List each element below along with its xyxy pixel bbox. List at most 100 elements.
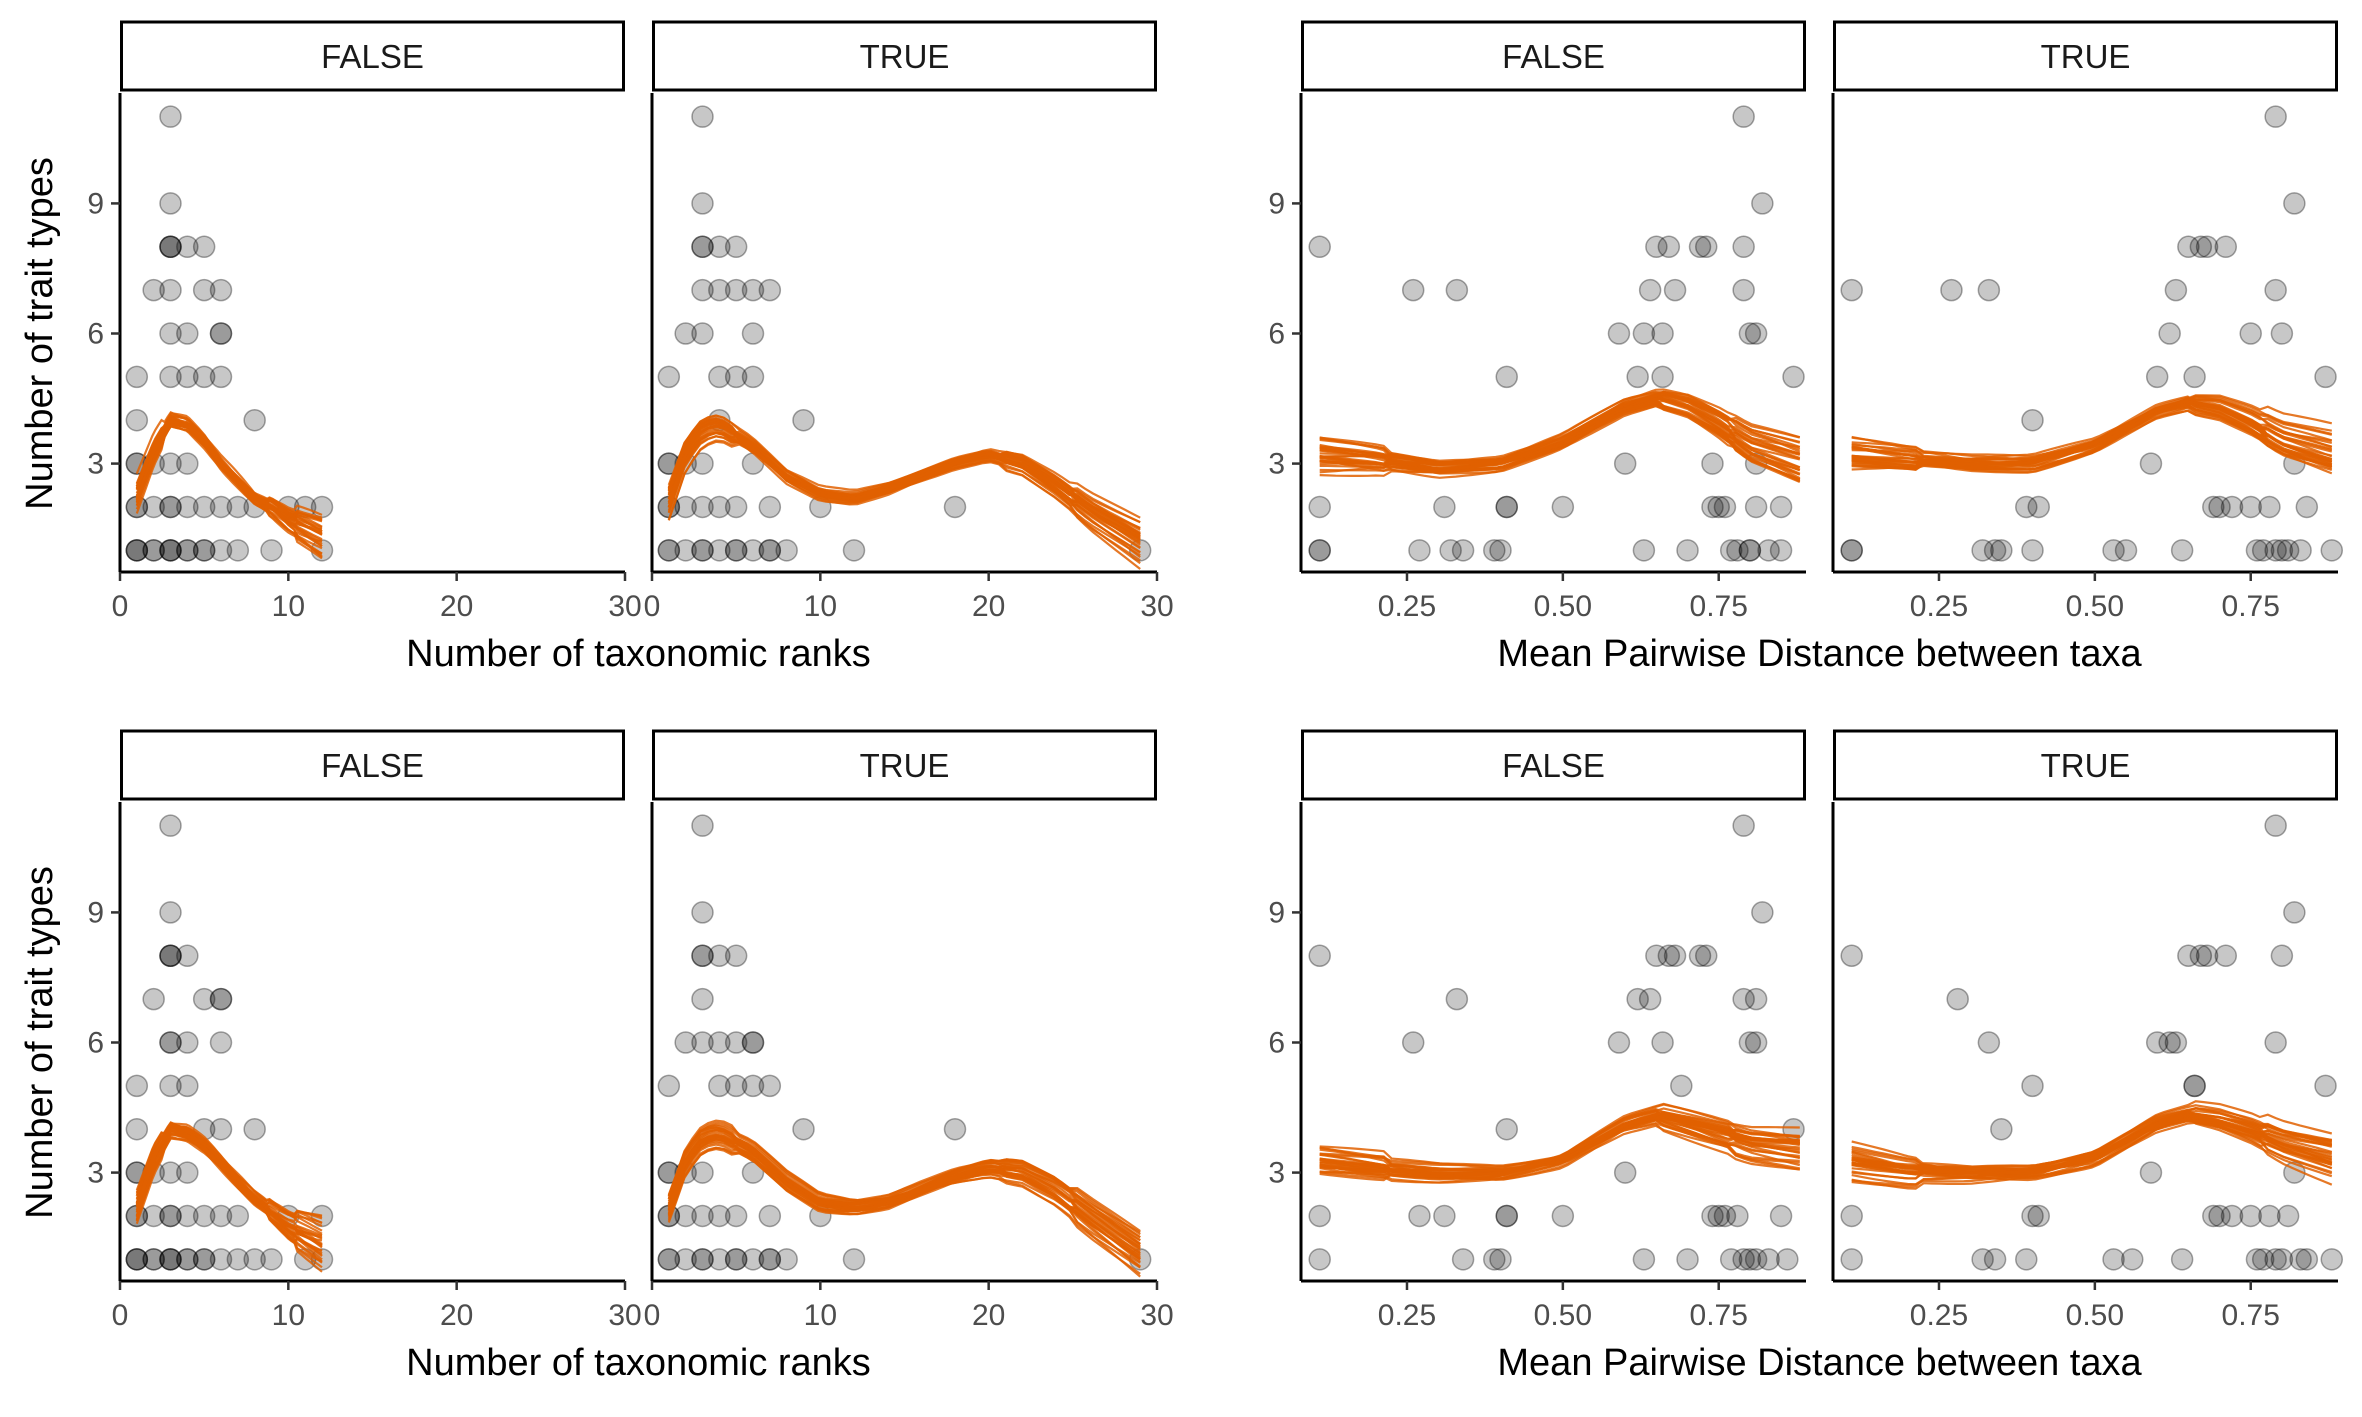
data-point — [2270, 944, 2294, 968]
data-point — [1977, 1031, 2001, 1054]
data-point — [1651, 322, 1674, 345]
data-point — [243, 1248, 266, 1271]
data-point — [2289, 539, 2312, 562]
data-point — [159, 278, 182, 302]
data-point — [1971, 1248, 1994, 1271]
data-point — [159, 539, 182, 562]
data-point — [708, 539, 731, 562]
data-point — [1782, 365, 1805, 389]
panel-bottom-left: FALSE 0 10 20 30 3 6 9 TRUE 0 10 20 30 Number of taxo… — [19, 729, 1174, 1384]
data-point — [758, 539, 782, 562]
data-point — [192, 365, 216, 389]
smooth-curve — [1319, 401, 1801, 481]
data-point — [226, 539, 250, 562]
data-point — [1645, 944, 1668, 968]
y-axis-title: Number of trait types — [19, 866, 61, 1219]
data-point — [758, 495, 782, 519]
data-point — [142, 987, 165, 1011]
data-point — [691, 1248, 714, 1271]
x-tick-label: 30 — [608, 1299, 641, 1332]
data-point — [708, 944, 731, 968]
data-point — [125, 1248, 149, 1271]
data-point — [2177, 235, 2200, 259]
data-point — [2264, 278, 2287, 302]
data-point — [1632, 322, 1656, 345]
data-point — [176, 235, 199, 259]
data-point — [1613, 1161, 1637, 1184]
data-point — [1776, 1248, 1799, 1271]
data-point — [724, 1248, 748, 1271]
data-point — [724, 1074, 748, 1098]
data-point — [2220, 1204, 2244, 1228]
data-point — [1401, 278, 1425, 302]
data-point — [2145, 365, 2169, 389]
data-point — [657, 1248, 681, 1271]
data-point — [1840, 944, 1863, 968]
data-point — [2021, 539, 2044, 562]
data-point — [1840, 539, 1863, 562]
data-point — [159, 1204, 182, 1228]
data-point — [1657, 944, 1681, 968]
data-point — [209, 1248, 233, 1271]
data-point — [2189, 235, 2213, 259]
data-point — [691, 1031, 714, 1054]
x-tick-label: 0 — [112, 1299, 129, 1332]
data-point — [674, 539, 697, 562]
data-point — [1732, 1248, 1755, 1271]
data-point — [1732, 278, 1755, 302]
data-point — [1946, 987, 1969, 1011]
data-point — [2283, 192, 2306, 215]
data-point — [1308, 539, 1331, 562]
data-point — [741, 1031, 765, 1054]
panel-top-left: FALSE 0 10 20 30 3 6 9 TRUE 0 10 20 30 Number of taxo… — [19, 20, 1174, 675]
data-point — [657, 539, 681, 562]
data-point — [1744, 495, 1768, 519]
strip-box — [652, 20, 1157, 92]
data-point — [159, 901, 182, 924]
data-point — [2295, 495, 2319, 519]
x-tick-label: 0.25 — [1910, 590, 1968, 623]
y-tick-label: 3 — [1268, 448, 1285, 481]
smooth-curve — [135, 423, 323, 519]
data-point — [159, 235, 182, 259]
data-point — [724, 1248, 748, 1271]
data-point — [2021, 408, 2044, 432]
data-point — [2258, 495, 2281, 519]
smooth-curve — [667, 419, 1141, 549]
data-point — [2202, 1204, 2225, 1228]
data-point — [159, 235, 182, 259]
smooth-curve — [667, 1121, 1141, 1269]
panel-bottom-right: FALSE 0.25 0.50 0.75 3 6 9 TRUE 0.25 0.50 0.75 Mean… — [1268, 729, 2344, 1384]
data-point — [1489, 539, 1512, 562]
facet-false: FALSE 0 10 20 30 3 6 9 — [87, 20, 642, 623]
data-point — [1971, 539, 1994, 562]
data-point — [758, 1204, 782, 1228]
data-point — [657, 1074, 681, 1098]
smooth-curve — [1319, 399, 1800, 474]
data-point — [176, 365, 199, 389]
data-point — [2270, 322, 2294, 345]
data-point — [691, 1161, 714, 1184]
x-tick-label: 0.75 — [1690, 590, 1748, 623]
data-point — [691, 539, 714, 562]
smooth-curve — [667, 431, 1141, 530]
data-point — [2164, 1031, 2188, 1054]
data-point — [2208, 1204, 2231, 1228]
data-point — [2283, 901, 2306, 924]
data-point — [741, 365, 765, 389]
data-point — [192, 539, 216, 562]
smooth-curve — [1319, 1115, 1800, 1181]
data-point — [1738, 322, 1762, 345]
data-point — [125, 408, 149, 432]
data-point — [1744, 1248, 1768, 1271]
y-tick-label: 3 — [87, 1157, 104, 1190]
x-tick-label: 20 — [440, 590, 473, 623]
data-point — [691, 322, 714, 345]
strip-box — [1833, 20, 2338, 92]
x-tick-label: 0.75 — [1690, 1299, 1748, 1332]
data-point — [1983, 1248, 2007, 1271]
data-point — [674, 1248, 697, 1271]
data-point — [125, 1248, 149, 1271]
data-point — [176, 539, 199, 562]
data-point — [159, 1031, 182, 1054]
